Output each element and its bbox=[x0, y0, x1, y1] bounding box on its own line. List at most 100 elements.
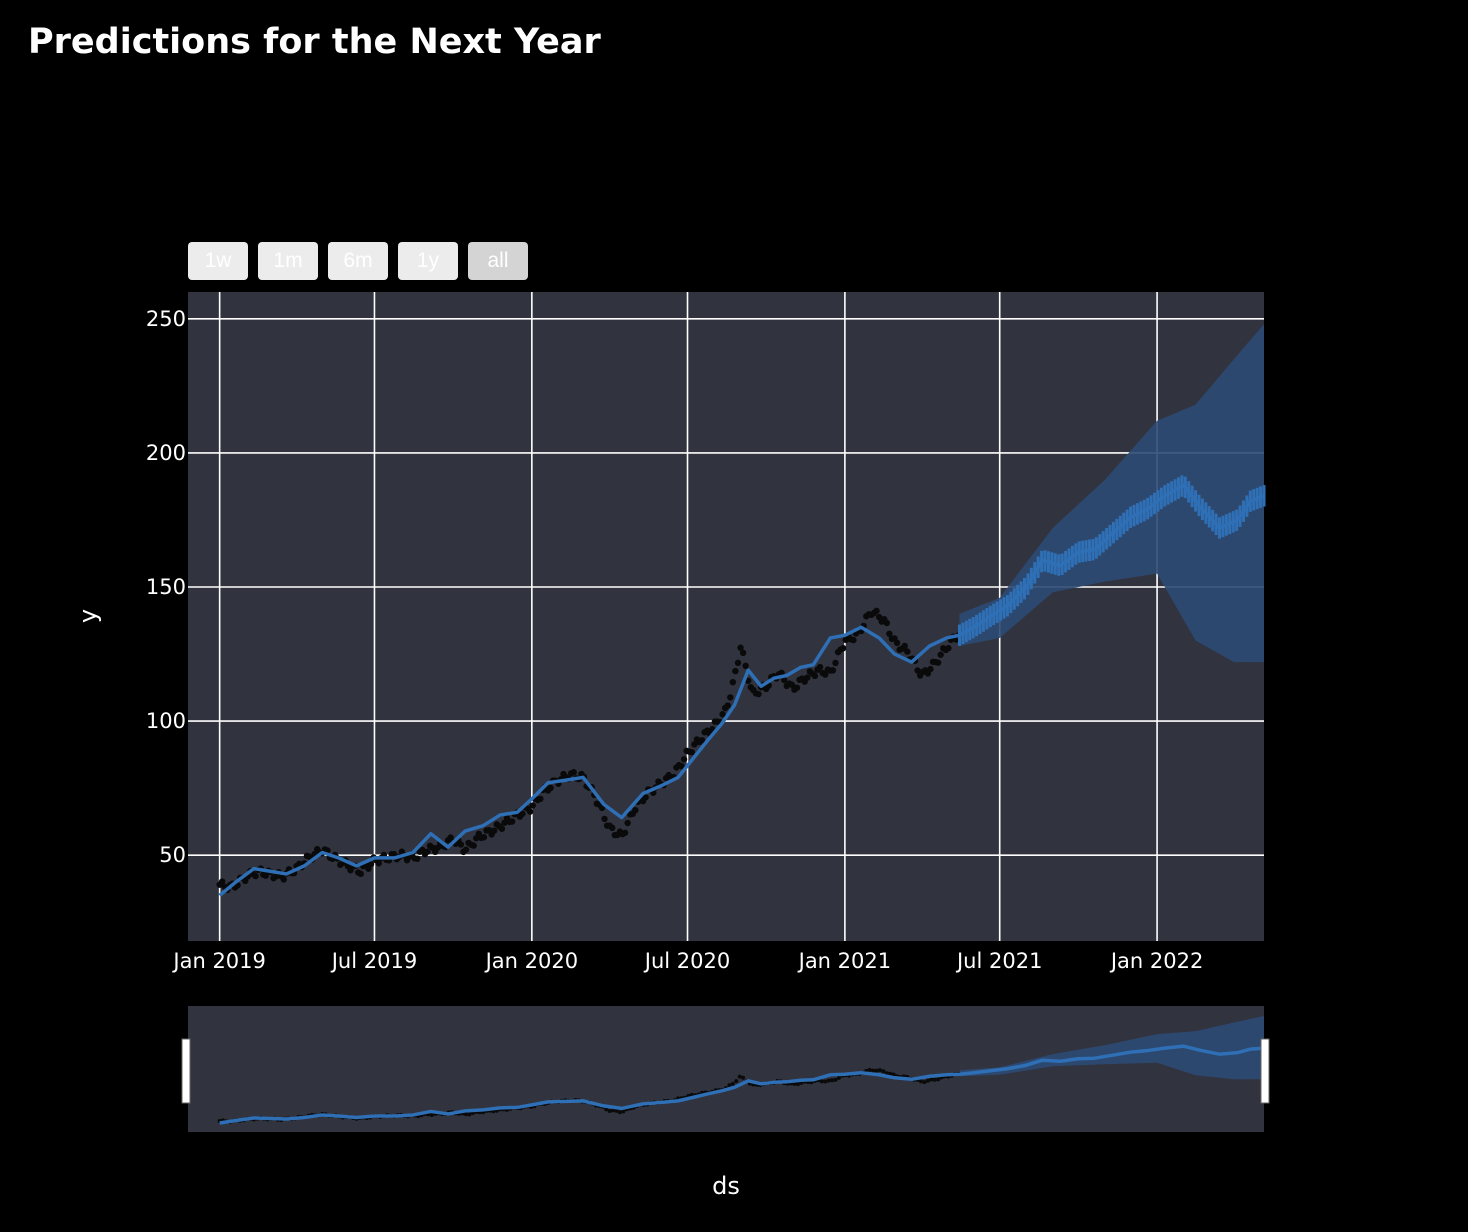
actual-point bbox=[793, 684, 801, 691]
actual-point bbox=[727, 694, 734, 701]
actual-point bbox=[262, 872, 270, 879]
slider-actual-point bbox=[823, 1079, 828, 1084]
actual-point bbox=[219, 878, 226, 885]
slider-actual-point bbox=[891, 1072, 896, 1077]
range-button-all[interactable]: all bbox=[468, 242, 528, 280]
range-slider-left-handle[interactable] bbox=[181, 1038, 191, 1104]
actual-point bbox=[829, 667, 837, 674]
slider-actual-point bbox=[617, 1110, 622, 1115]
slider-actual-point bbox=[867, 1067, 872, 1072]
actual-point bbox=[904, 648, 911, 655]
range-slider-right-handle[interactable] bbox=[1260, 1038, 1270, 1104]
slider-actual-point bbox=[836, 1075, 841, 1080]
actual-point bbox=[480, 834, 488, 841]
actual-point bbox=[252, 872, 259, 880]
slider-actual-point bbox=[874, 1068, 879, 1073]
actual-point bbox=[816, 663, 824, 671]
slider-actual-point bbox=[621, 1109, 626, 1114]
slider-actual-point bbox=[884, 1071, 889, 1076]
actual-point bbox=[737, 644, 744, 651]
x-axis-ticks: Jan 2019 Jul 2019 Jan 2020 Jul 2020 Jan 2021… bbox=[171, 949, 1203, 973]
slider-actual-point bbox=[467, 1112, 472, 1117]
slider-actual-point bbox=[826, 1078, 831, 1083]
actual-point bbox=[719, 711, 726, 718]
actual-point bbox=[367, 860, 375, 868]
actual-point bbox=[873, 607, 880, 615]
y-axis-title: y bbox=[74, 609, 102, 623]
actual-point bbox=[365, 865, 372, 872]
x-tick-label: Jan 2022 bbox=[1109, 949, 1204, 973]
slider-actual-point bbox=[929, 1077, 934, 1082]
actual-point bbox=[734, 659, 742, 667]
slider-actual-point bbox=[936, 1077, 941, 1082]
slider-actual-point bbox=[830, 1078, 835, 1083]
y-axis-ticks: 50 100 150 200 250 bbox=[146, 307, 186, 867]
actual-point bbox=[434, 844, 441, 851]
slider-actual-point bbox=[730, 1081, 735, 1086]
slider-actual-point bbox=[614, 1108, 619, 1113]
actual-point bbox=[724, 702, 731, 709]
y-tick-label: 250 bbox=[146, 307, 186, 331]
actual-point bbox=[357, 870, 364, 878]
slider-actual-point bbox=[792, 1081, 797, 1086]
actual-point bbox=[886, 630, 893, 637]
range-slider-traces bbox=[217, 1016, 1265, 1125]
actual-point bbox=[680, 756, 688, 763]
actual-point bbox=[839, 644, 847, 652]
range-button-6m[interactable]: 6m bbox=[328, 242, 388, 280]
plot-background bbox=[188, 292, 1264, 941]
actual-point bbox=[632, 806, 639, 814]
page-title: Predictions for the Next Year bbox=[28, 22, 601, 62]
actual-point bbox=[491, 827, 498, 834]
actual-point bbox=[937, 651, 944, 658]
slider-actual-point bbox=[833, 1077, 838, 1082]
slider-actual-point bbox=[919, 1079, 924, 1084]
y-tick-label: 200 bbox=[146, 441, 186, 465]
x-tick-label: Jul 2019 bbox=[330, 949, 417, 973]
slider-actual-point bbox=[734, 1079, 739, 1084]
actual-point bbox=[537, 795, 544, 803]
slider-actual-point bbox=[604, 1107, 609, 1112]
actual-point bbox=[780, 676, 788, 684]
actual-point bbox=[470, 842, 477, 849]
slider-actual-point bbox=[727, 1083, 732, 1088]
x-tick-label: Jan 2020 bbox=[484, 949, 579, 973]
actual-point bbox=[934, 659, 942, 666]
slider-actual-point bbox=[463, 1112, 468, 1117]
y-tick-label: 50 bbox=[159, 843, 186, 867]
actual-point bbox=[529, 802, 536, 809]
x-tick-label: Jul 2021 bbox=[955, 949, 1042, 973]
actual-point bbox=[424, 848, 431, 855]
slider-actual-point bbox=[429, 1112, 434, 1117]
x-tick-label: Jan 2021 bbox=[797, 949, 892, 973]
actual-point bbox=[519, 810, 526, 817]
slider-actual-point bbox=[881, 1069, 886, 1074]
actual-point bbox=[280, 876, 287, 883]
y-tick-label: 150 bbox=[146, 575, 186, 599]
slider-actual-point bbox=[932, 1077, 937, 1082]
actual-point bbox=[678, 763, 685, 770]
actual-point bbox=[883, 619, 891, 627]
actual-point bbox=[745, 677, 752, 684]
actual-point bbox=[850, 636, 857, 644]
actual-point bbox=[739, 649, 747, 657]
range-button-1w[interactable]: 1w bbox=[188, 242, 248, 280]
slider-actual-point bbox=[877, 1068, 882, 1073]
actual-point bbox=[691, 741, 698, 748]
actual-point bbox=[755, 690, 762, 698]
actual-point bbox=[498, 825, 506, 832]
actual-point bbox=[508, 818, 516, 825]
range-slider-background[interactable] bbox=[188, 1006, 1264, 1132]
slider-actual-point bbox=[925, 1078, 930, 1083]
range-button-1m[interactable]: 1m bbox=[258, 242, 318, 280]
x-tick-label: Jan 2019 bbox=[171, 949, 266, 973]
y-tick-label: 100 bbox=[146, 709, 186, 733]
actual-point bbox=[914, 667, 921, 674]
actual-point bbox=[804, 674, 811, 681]
actual-point bbox=[462, 846, 470, 853]
actual-point bbox=[609, 824, 616, 832]
actual-point bbox=[788, 681, 796, 688]
range-button-1y[interactable]: 1y bbox=[398, 242, 458, 280]
actual-point bbox=[624, 819, 631, 827]
